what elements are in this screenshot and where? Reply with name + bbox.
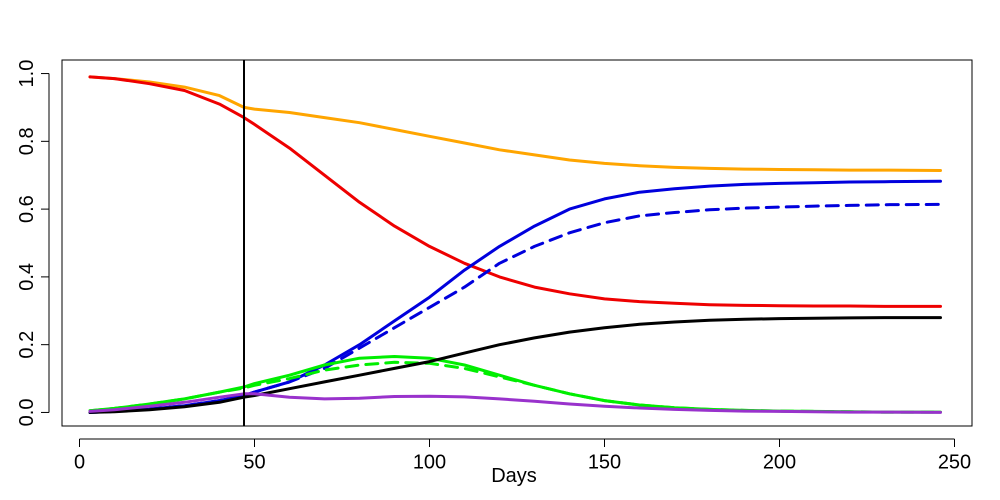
y-tick-label: 0.6 [16,195,38,223]
series-line-3 [88,179,942,414]
x-tick-label: 250 [938,452,971,474]
y-tick-label: 1.0 [16,60,38,88]
y-axis: 0.0 0.2 0.4 0.6 0.8 1.0 [16,60,50,427]
series-line-7 [88,316,942,414]
y-tick-label: 0.2 [16,331,38,359]
x-tick-label: 100 [413,452,446,474]
series-line-4 [88,202,942,414]
x-tick-label: 0 [74,452,85,474]
x-axis: 0 50 100 150 200 250 [74,438,971,474]
x-tick-label: 150 [588,452,621,474]
y-tick-label: 0.4 [16,263,38,291]
series-line-1 [88,75,942,172]
plot-frame [61,59,973,427]
y-tick-label: 0.0 [16,399,38,427]
y-tick-label: 0.8 [16,127,38,155]
series-line-2 [88,75,942,308]
x-axis-title: Days [491,465,537,487]
series-line-8 [88,392,942,414]
series-layer [88,75,942,414]
x-tick-label: 200 [763,452,796,474]
series-line-6 [88,360,942,414]
x-tick-label: 50 [243,452,265,474]
